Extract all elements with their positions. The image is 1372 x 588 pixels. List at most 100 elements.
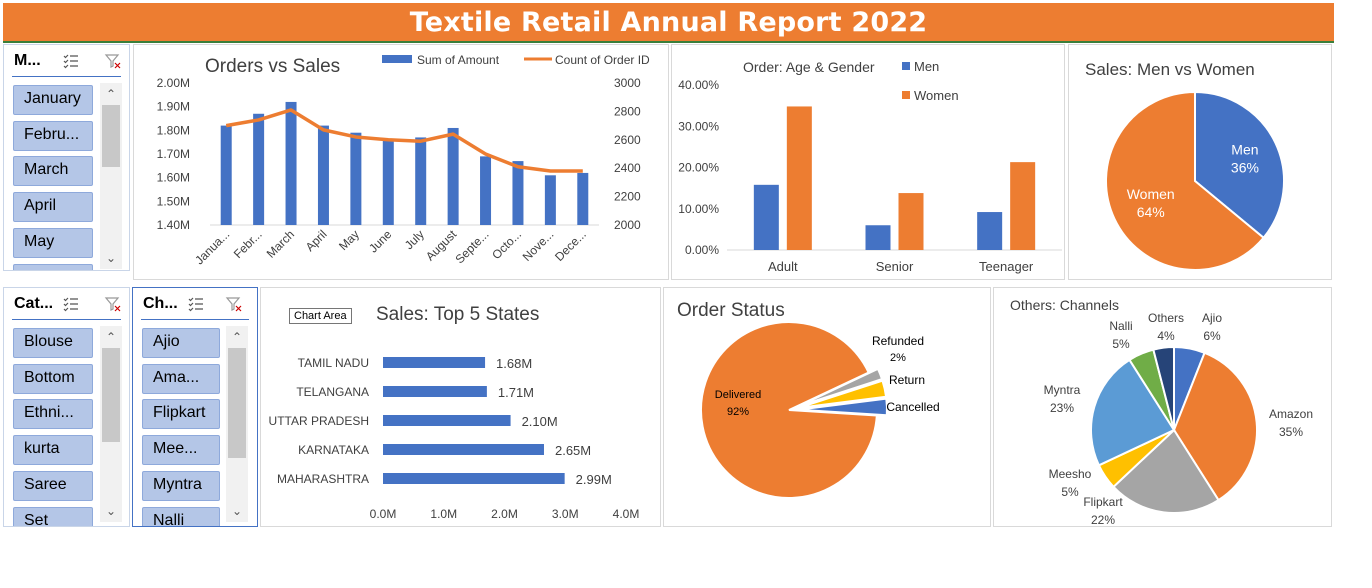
bar-state	[383, 386, 487, 397]
legend-label-count-of-order-id: Count of Order ID	[555, 53, 650, 67]
slicer-item-blouse[interactable]: Blouse	[13, 328, 93, 358]
top5-states-panel[interactable]: Sales: Top 5 States TAMIL NADU 1.68M TELANG…	[260, 287, 661, 527]
pie-label-nalli: Nalli	[1109, 319, 1132, 333]
scroll-thumb[interactable]	[102, 105, 120, 167]
legend-swatch-men	[902, 62, 910, 70]
x-tick-label: 1.0M	[430, 507, 457, 521]
slicer-item-meesho[interactable]: Mee...	[142, 435, 220, 465]
bar-sum-of-amount	[350, 132, 362, 225]
age-gender-chart: Order: Age & Gender Men Women 40.00% 30.00% 2…	[678, 59, 1062, 274]
x-tick-label: June	[366, 227, 395, 256]
pie-slice-men	[1194, 90, 1285, 240]
y-tick-label: 1.40M	[157, 218, 190, 232]
category-slicer-scrollbar[interactable]: ⌃ ⌄	[100, 326, 122, 522]
y-tick-label: 1.50M	[157, 194, 190, 208]
pie-value-ajio: 6%	[1203, 329, 1221, 343]
pie-value-women: 64%	[1137, 204, 1165, 220]
chart-title: Sales: Men vs Women	[1085, 60, 1255, 79]
scroll-up-icon[interactable]: ⌃	[231, 330, 243, 344]
scroll-down-icon[interactable]: ⌄	[105, 251, 117, 265]
bar-sum-of-amount	[480, 156, 492, 225]
slicer-item-nalli[interactable]: Nalli	[142, 507, 220, 526]
slicer-item-ethnic[interactable]: Ethni...	[13, 399, 93, 429]
y-tick-label: 1.90M	[157, 100, 190, 114]
slicer-item-march[interactable]: March	[13, 156, 93, 186]
scroll-up-icon[interactable]: ⌃	[105, 87, 117, 101]
chart-title: Order: Age & Gender	[743, 59, 875, 75]
month-slicer[interactable]: M... January Febru... March April May ⌃ …	[3, 44, 130, 271]
slicer-item-kurta[interactable]: kurta	[13, 435, 93, 465]
scroll-thumb[interactable]	[228, 348, 246, 458]
pie-slice-myntra	[1090, 358, 1176, 467]
chart-title: Others: Channels	[1010, 297, 1119, 313]
state-label: TAMIL NADU	[298, 356, 369, 370]
legend-label-men: Men	[914, 59, 939, 74]
order-status-panel[interactable]: Order Status Delivered 92% Refunded 2% Return…	[663, 287, 991, 527]
channel-slicer[interactable]: Ch... Ajio Ama... Flipkart Mee... Myntra…	[132, 287, 258, 527]
scroll-down-icon[interactable]: ⌄	[105, 504, 117, 518]
slicer-item-may[interactable]: May	[13, 228, 93, 258]
slicer-item-bottom[interactable]: Bottom	[13, 364, 93, 394]
y-tick-label: 2.00M	[157, 76, 190, 90]
y2-tick-label: 2800	[614, 104, 641, 118]
chart-title: Order Status	[677, 300, 785, 321]
multi-select-icon[interactable]	[62, 52, 80, 70]
orders-vs-sales-panel[interactable]: Orders vs Sales Sum of Amount Count of Ord…	[133, 44, 669, 280]
x-tick-label: Febr...	[231, 227, 265, 261]
bar-women	[1010, 162, 1036, 250]
month-slicer-scrollbar[interactable]: ⌃ ⌄	[100, 83, 122, 269]
x-tick-label: May	[336, 227, 362, 253]
pie-value-meesho: 5%	[1061, 485, 1079, 499]
multi-select-icon[interactable]	[187, 295, 205, 313]
bar-value-label: 1.68M	[496, 356, 532, 371]
scroll-down-icon[interactable]: ⌄	[231, 504, 243, 518]
category-slicer-title: Cat...	[14, 295, 54, 312]
clear-filter-icon[interactable]	[104, 295, 122, 313]
line-count-of-order-id	[225, 108, 583, 173]
scroll-up-icon[interactable]: ⌃	[105, 330, 117, 344]
x-tick-label: March	[264, 227, 297, 260]
other-channels-panel[interactable]: Others: Channels Ajio 6% Amazon 35% Flipkart 2…	[993, 287, 1332, 527]
slicer-item-flipkart[interactable]: Flipkart	[142, 399, 220, 429]
bar-state	[383, 444, 544, 455]
x-tick-label: 2.0M	[491, 507, 518, 521]
bar-women	[786, 106, 812, 250]
y-tick-label: 20.00%	[678, 161, 719, 175]
x-tick-label: 4.0M	[613, 507, 640, 521]
multi-select-icon[interactable]	[62, 295, 80, 313]
y-tick-label: 1.60M	[157, 171, 190, 185]
clear-filter-icon[interactable]	[104, 52, 122, 70]
pie-slice-cancelled	[798, 397, 888, 417]
slicer-item-april[interactable]: April	[13, 192, 93, 222]
pie-value-amazon: 35%	[1279, 425, 1303, 439]
category-slicer[interactable]: Cat... Blouse Bottom Ethni... kurta Sare…	[3, 287, 130, 527]
bar-sum-of-amount	[577, 172, 589, 225]
clear-filter-icon[interactable]	[225, 295, 243, 313]
slicer-item-saree[interactable]: Saree	[13, 471, 93, 501]
x-tick-label: July	[402, 227, 427, 252]
scroll-thumb[interactable]	[102, 348, 120, 442]
legend-swatch-women	[902, 91, 910, 99]
chart-area-tooltip: Chart Area	[289, 308, 352, 324]
channel-slicer-scrollbar[interactable]: ⌃ ⌄	[226, 326, 248, 522]
slicer-item-january[interactable]: January	[13, 85, 93, 115]
bar-sum-of-amount	[382, 139, 394, 225]
slicer-item-set[interactable]: Set	[13, 507, 93, 526]
slicer-item-february[interactable]: Febru...	[13, 121, 93, 151]
category-slicer-header: Cat...	[12, 288, 121, 320]
pie-value-nalli: 5%	[1112, 337, 1130, 351]
men-vs-women-panel[interactable]: Sales: Men vs Women Men 36% Women 64%	[1068, 44, 1332, 280]
pie-value-delivered: 92%	[727, 406, 749, 418]
x-tick-label: Adult	[768, 259, 798, 274]
slicer-item-ajio[interactable]: Ajio	[142, 328, 220, 358]
bar-men	[865, 225, 891, 250]
bar-men	[753, 184, 779, 250]
pie-label-myntra: Myntra	[1044, 383, 1081, 397]
y2-tick-label: 3000	[614, 76, 641, 90]
slicer-item-myntra[interactable]: Myntra	[142, 471, 220, 501]
slicer-item-amazon[interactable]: Ama...	[142, 364, 220, 394]
age-gender-panel[interactable]: Order: Age & Gender Men Women 40.00% 30.00% 2…	[671, 44, 1065, 280]
x-tick-label: Senior	[876, 259, 914, 274]
y-tick-label: 0.00%	[685, 243, 719, 257]
slicer-item-june[interactable]	[13, 264, 93, 270]
